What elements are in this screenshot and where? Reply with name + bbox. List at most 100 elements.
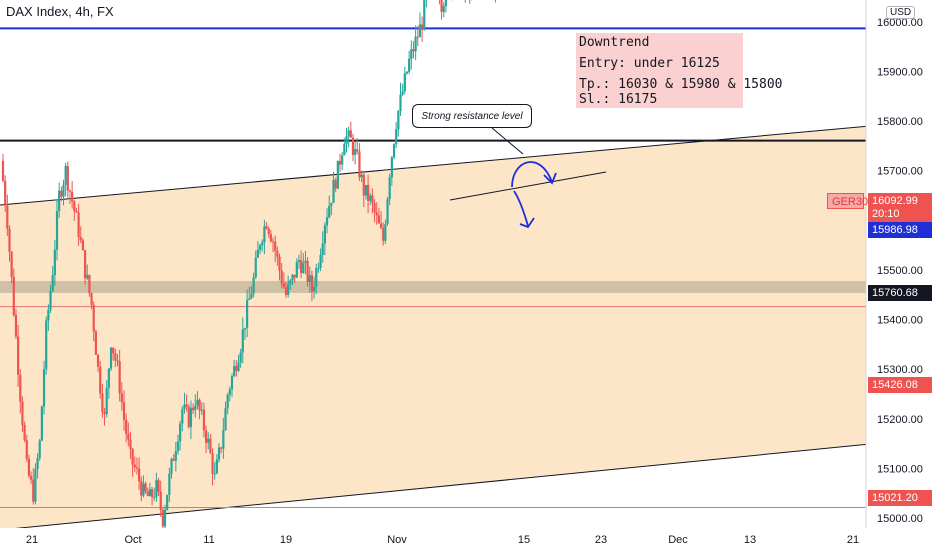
price-tick-label: 15100.00: [877, 463, 923, 475]
note-line-4: Sl.: 16175: [579, 92, 658, 107]
candle-body: [25, 440, 28, 459]
candle-body: [129, 439, 132, 449]
zone-rect[interactable]: [0, 281, 866, 293]
candle-body: [226, 394, 229, 409]
candle-body: [198, 399, 201, 411]
candle-body: [414, 36, 417, 52]
candle-body: [185, 404, 188, 407]
candle-body: [235, 366, 238, 371]
candle-body: [408, 58, 411, 72]
candle-body: [107, 368, 110, 389]
candle-body: [90, 293, 93, 305]
symbol-tag: GER30: [827, 193, 868, 209]
candle-body: [323, 225, 326, 244]
time-tick-label: 23: [595, 534, 607, 546]
candle-body: [131, 448, 134, 465]
candle-body: [325, 217, 329, 226]
candle-body: [45, 320, 48, 370]
red-level-tag: 15426.08: [868, 377, 932, 393]
candle-body: [125, 419, 128, 434]
time-tick-label: 11: [203, 534, 214, 546]
candle-body: [250, 293, 253, 299]
candle-body: [103, 412, 106, 415]
candle-body: [261, 242, 264, 246]
ascending-channel: [0, 125, 871, 531]
candle-body: [38, 440, 41, 459]
candle-body: [291, 274, 294, 281]
candle-body: [310, 275, 314, 292]
candle-body: [194, 405, 197, 411]
candle-body: [66, 166, 69, 191]
time-tick-label: Oct: [124, 534, 141, 546]
time-axis: 21 Oct 11 19 Nov 15 23 Dec 13 21: [0, 528, 932, 550]
candle-body: [258, 245, 262, 250]
candle-body: [157, 480, 160, 492]
price-tick-label: 15400.00: [877, 315, 923, 327]
candle-body: [64, 166, 67, 185]
projection-arrow-down[interactable]: [513, 190, 529, 227]
candle-body: [181, 409, 184, 424]
candle-body: [341, 155, 344, 165]
candle-body: [308, 275, 311, 282]
candle-body: [343, 144, 346, 156]
price-tick-label: 15900.00: [877, 66, 923, 78]
candle-body: [280, 270, 283, 284]
drawings: [449, 127, 607, 229]
currency-label[interactable]: USD: [886, 6, 916, 19]
price-axis: 15000.00 15100.00 15200.00 15300.00 15400.00…: [865, 0, 932, 550]
candle-body: [423, 0, 426, 30]
time-tick-label: 21: [847, 534, 859, 546]
candle-body: [373, 203, 376, 213]
candle-body: [390, 157, 393, 178]
price-axis-bg: [866, 0, 932, 550]
candle-body: [122, 402, 126, 420]
candle-body: [159, 491, 162, 510]
candle-body: [379, 223, 383, 228]
candle-body: [68, 190, 72, 192]
trade-note: Downtrend Entry: under 16125 Tp.: 16030 …: [576, 33, 783, 108]
candle-body: [289, 280, 292, 285]
price-tick-label: 16000.00: [877, 17, 923, 29]
candle-body: [418, 24, 422, 38]
candle-body: [395, 129, 398, 145]
candle-body: [148, 489, 152, 497]
candle-body: [14, 314, 18, 337]
candle-body: [155, 480, 158, 497]
candle-body: [179, 423, 182, 442]
candle-body: [79, 237, 82, 241]
candle-body: [440, 0, 443, 12]
candle-body: [228, 389, 231, 395]
channel-top-line[interactable]: [0, 125, 871, 206]
candle-body: [71, 191, 74, 202]
candle-body: [306, 260, 309, 282]
candle-body: [312, 286, 316, 292]
candle-body: [444, 0, 447, 7]
candle-body: [338, 160, 342, 165]
candle-body: [83, 250, 87, 279]
resistance-trendline[interactable]: [449, 171, 607, 201]
candle-body: [176, 441, 180, 452]
candle-body: [118, 361, 121, 394]
candle-body: [209, 438, 212, 454]
candle-body: [401, 91, 404, 95]
candle-body: [47, 309, 50, 321]
candle-body: [53, 249, 56, 276]
candle-body: [12, 276, 15, 315]
candle-body: [17, 336, 20, 375]
price-levels: [0, 27, 866, 509]
channel-bottom-line[interactable]: [0, 443, 871, 531]
projection-arrow-up[interactable]: [511, 161, 553, 188]
candle-body: [4, 180, 7, 206]
candle-body: [336, 160, 339, 189]
candle-body: [269, 234, 272, 242]
candle-body: [416, 36, 419, 38]
candle-body: [274, 241, 277, 251]
candle-body: [271, 241, 275, 243]
candle-body: [1, 160, 5, 181]
candle-body: [360, 174, 363, 178]
candle-body: [88, 274, 91, 294]
candle-body: [153, 496, 156, 498]
candle-body: [386, 199, 389, 225]
candle-body: [230, 376, 234, 390]
